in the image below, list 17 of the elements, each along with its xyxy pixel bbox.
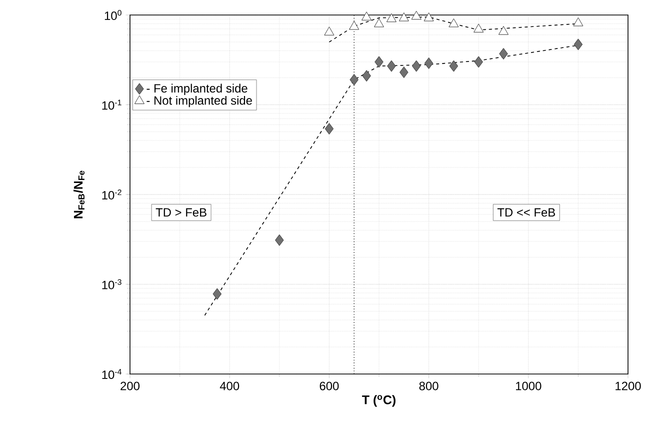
x-tick-label: 1200 [616,382,641,390]
text: N$_{FeB}$/N$_{Fe}$ [74,170,84,218]
x-tick-label: 1000 [516,382,542,390]
y-tick-label: 10$^{-1}$ [102,100,122,110]
legend-label: - Not implanted side [146,96,252,108]
x-tick-label: 800 [419,382,438,390]
y-tick-label: 10$^{0}$ [104,10,122,20]
annotation: TD > FeB [156,208,206,217]
y-tick-label: 10$^{-4}$ [102,369,122,379]
x-tick-label: 600 [320,382,339,390]
text: T ($^{o}$C) [362,395,396,407]
annotation: TD << FeB [497,208,556,217]
x-tick-label: 200 [120,382,140,390]
x-tick-label: 400 [220,382,240,390]
y-tick-label: 10$^{-3}$ [102,279,122,290]
legend-label: - Fe implanted side [146,84,248,95]
y-tick-label: 10$^{-2}$ [102,189,122,200]
